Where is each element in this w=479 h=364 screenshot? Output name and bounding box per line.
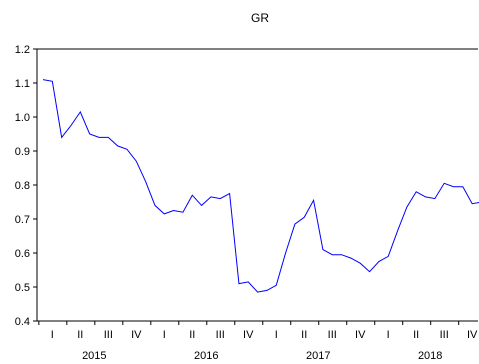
- x-quarter-label: IV: [355, 329, 366, 341]
- x-year-label: 2016: [194, 350, 218, 362]
- x-year-label: 2018: [418, 350, 442, 362]
- x-quarter-label: III: [104, 329, 113, 341]
- x-quarter-label: IV: [467, 329, 478, 341]
- x-quarter-label: I: [387, 329, 390, 341]
- x-quarter-label: III: [440, 329, 449, 341]
- x-quarter-label: II: [301, 329, 307, 341]
- x-quarter-label: II: [413, 329, 419, 341]
- y-tick-label: 1.0: [15, 112, 30, 124]
- y-tick-label: 0.4: [15, 316, 30, 328]
- y-tick-label: 0.6: [15, 248, 30, 260]
- x-quarter-label: I: [163, 329, 166, 341]
- y-tick-label: 0.5: [15, 282, 30, 294]
- x-quarter-label: II: [77, 329, 83, 341]
- x-quarter-label: III: [216, 329, 225, 341]
- series-line-gr: [42, 79, 479, 293]
- x-quarter-label: IV: [131, 329, 142, 341]
- series-layer: [42, 79, 479, 293]
- x-quarter-label: III: [328, 329, 337, 341]
- x-quarter-label: I: [51, 329, 54, 341]
- chart-title: GR: [251, 11, 269, 25]
- x-quarter-label: IV: [243, 329, 254, 341]
- y-tick-label: 0.7: [15, 214, 30, 226]
- x-year-label: 2017: [306, 350, 330, 362]
- y-tick-label: 1.1: [15, 78, 30, 90]
- y-tick-label: 0.9: [15, 146, 30, 158]
- x-year-label: 2015: [82, 350, 106, 362]
- y-tick-label: 1.2: [15, 44, 30, 56]
- y-tick-label: 0.8: [15, 180, 30, 192]
- axes: 0.40.50.60.70.80.91.01.11.2I II III IV I II II…: [15, 44, 478, 362]
- x-quarter-label: I: [275, 329, 278, 341]
- x-quarter-label: II: [189, 329, 195, 341]
